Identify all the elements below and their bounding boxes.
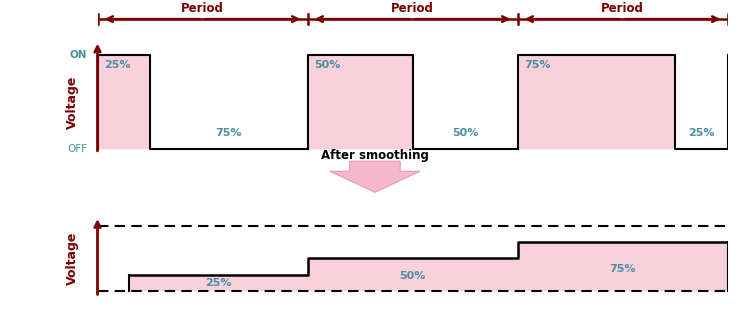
Text: OFF: OFF <box>67 144 87 154</box>
Text: 75%: 75% <box>609 264 636 274</box>
Text: Voltage: Voltage <box>66 232 79 285</box>
Polygon shape <box>129 242 728 291</box>
Text: Period: Period <box>601 2 644 15</box>
Text: 50%: 50% <box>452 128 478 138</box>
Text: After smoothing: After smoothing <box>321 149 429 162</box>
Bar <box>308 55 413 149</box>
Text: 25%: 25% <box>205 279 232 289</box>
Text: 25%: 25% <box>688 128 715 138</box>
Text: 25%: 25% <box>104 59 130 69</box>
Text: 75%: 75% <box>215 128 242 138</box>
Text: 50%: 50% <box>399 271 426 281</box>
Text: Period: Period <box>181 2 224 15</box>
Bar <box>518 55 675 149</box>
Text: 50%: 50% <box>314 59 340 69</box>
Bar <box>98 55 150 149</box>
Text: 75%: 75% <box>524 59 550 69</box>
FancyArrow shape <box>330 161 420 192</box>
Text: Voltage: Voltage <box>66 75 79 129</box>
Text: Period: Period <box>391 2 434 15</box>
Text: ON: ON <box>70 50 87 60</box>
